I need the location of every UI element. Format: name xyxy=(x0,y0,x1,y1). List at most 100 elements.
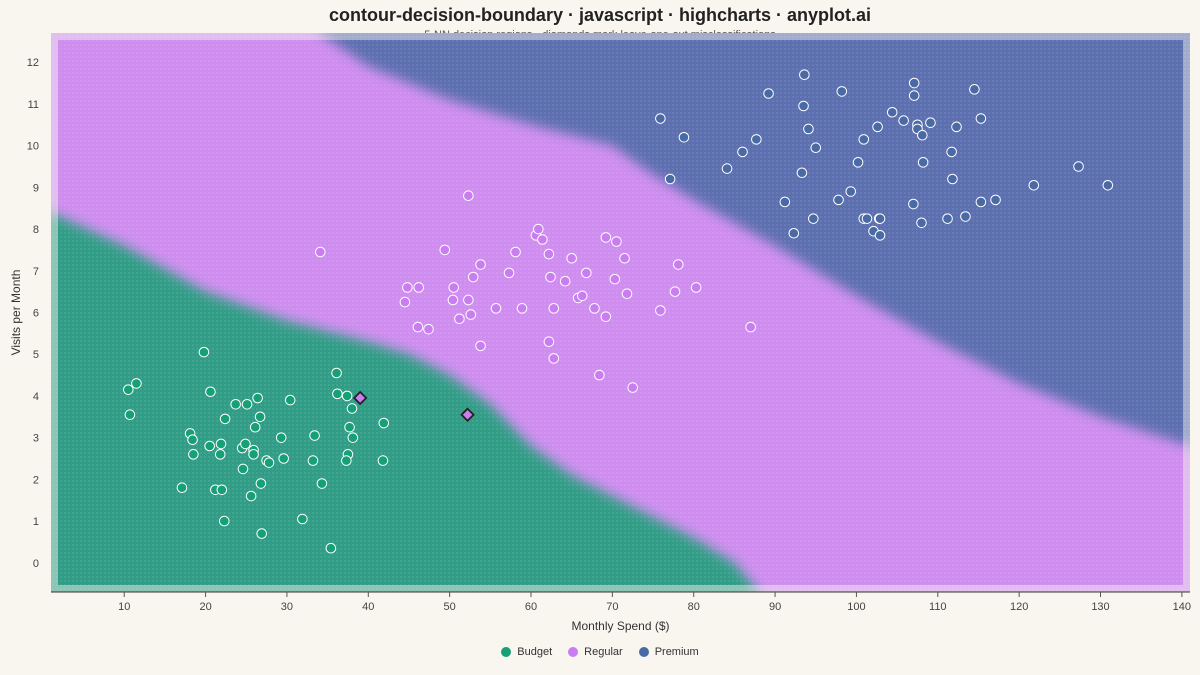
budget-point[interactable] xyxy=(131,378,142,389)
regular-point[interactable] xyxy=(548,353,560,364)
regular-point[interactable] xyxy=(672,259,684,270)
budget-point[interactable] xyxy=(341,455,352,466)
premium-point[interactable] xyxy=(845,186,857,197)
regular-point[interactable] xyxy=(589,303,600,314)
regular-point[interactable] xyxy=(745,321,756,333)
premium-point[interactable] xyxy=(925,117,936,128)
regular-point[interactable] xyxy=(627,382,639,393)
premium-point[interactable] xyxy=(942,213,953,224)
regular-point[interactable] xyxy=(655,305,666,316)
premium-point[interactable] xyxy=(908,198,919,210)
budget-point[interactable] xyxy=(252,392,263,404)
premium-point[interactable] xyxy=(975,196,987,208)
premium-point[interactable] xyxy=(861,213,873,224)
budget-point[interactable] xyxy=(237,463,249,475)
premium-point[interactable] xyxy=(737,146,748,158)
regular-point[interactable] xyxy=(537,234,548,245)
budget-point[interactable] xyxy=(215,438,227,450)
regular-point[interactable] xyxy=(621,288,633,300)
budget-point[interactable] xyxy=(263,457,275,468)
regular-point[interactable] xyxy=(463,190,474,201)
premium-point[interactable] xyxy=(788,227,800,239)
budget-point[interactable] xyxy=(124,409,136,421)
premium-point[interactable] xyxy=(1102,179,1114,191)
regular-point[interactable] xyxy=(448,282,460,293)
premium-point[interactable] xyxy=(763,88,774,99)
budget-point[interactable] xyxy=(307,455,319,466)
legend-item-budget[interactable]: Budget xyxy=(501,646,552,658)
regular-point[interactable] xyxy=(566,252,577,264)
budget-point[interactable] xyxy=(122,384,134,395)
premium-point[interactable] xyxy=(803,123,814,135)
budget-point[interactable] xyxy=(240,438,251,450)
regular-point[interactable] xyxy=(465,309,477,320)
legend-item-regular[interactable]: Regular xyxy=(568,646,623,658)
budget-point[interactable] xyxy=(297,513,308,525)
premium-point[interactable] xyxy=(951,121,962,133)
premium-point[interactable] xyxy=(917,129,928,141)
premium-point[interactable] xyxy=(1028,179,1040,191)
premium-point[interactable] xyxy=(796,167,808,179)
premium-point[interactable] xyxy=(836,86,848,97)
budget-point[interactable] xyxy=(198,346,210,358)
regular-point[interactable] xyxy=(516,303,528,314)
budget-point[interactable] xyxy=(254,411,266,423)
regular-point[interactable] xyxy=(510,246,521,258)
regular-point[interactable] xyxy=(447,294,459,306)
budget-point[interactable] xyxy=(205,386,216,398)
regular-point[interactable] xyxy=(402,282,413,293)
premium-point[interactable] xyxy=(898,115,909,126)
premium-point[interactable] xyxy=(721,163,733,174)
premium-point[interactable] xyxy=(810,142,822,154)
regular-point[interactable] xyxy=(609,273,621,285)
premium-point[interactable] xyxy=(947,173,958,185)
regular-point[interactable] xyxy=(548,303,560,314)
premium-point[interactable] xyxy=(655,113,666,124)
premium-point[interactable] xyxy=(969,84,980,95)
regular-point[interactable] xyxy=(690,282,702,293)
premium-point[interactable] xyxy=(946,146,957,158)
regular-point[interactable] xyxy=(600,311,612,322)
budget-point[interactable] xyxy=(284,394,296,406)
regular-point[interactable] xyxy=(475,259,486,270)
regular-point[interactable] xyxy=(559,275,571,287)
budget-point[interactable] xyxy=(278,453,289,464)
premium-point[interactable] xyxy=(872,121,883,133)
premium-point[interactable] xyxy=(664,173,676,185)
legend-item-premium[interactable]: Premium xyxy=(638,646,699,658)
regular-point[interactable] xyxy=(423,323,434,335)
budget-point[interactable] xyxy=(332,388,343,400)
regular-point[interactable] xyxy=(475,340,486,352)
budget-point[interactable] xyxy=(245,490,257,502)
premium-point[interactable] xyxy=(799,69,810,81)
regular-point[interactable] xyxy=(503,267,515,279)
premium-point[interactable] xyxy=(874,213,886,224)
regular-point[interactable] xyxy=(669,286,681,297)
regular-point[interactable] xyxy=(412,321,424,333)
premium-point[interactable] xyxy=(874,230,886,241)
budget-point[interactable] xyxy=(344,421,355,433)
budget-point[interactable] xyxy=(216,484,228,496)
premium-point[interactable] xyxy=(917,157,929,168)
regular-point[interactable] xyxy=(413,282,425,293)
premium-point[interactable] xyxy=(798,100,809,112)
premium-point[interactable] xyxy=(886,106,898,118)
premium-point[interactable] xyxy=(1073,161,1084,172)
budget-point[interactable] xyxy=(219,413,231,425)
premium-point[interactable] xyxy=(751,134,762,145)
budget-point[interactable] xyxy=(378,417,390,429)
misclassified-point[interactable] xyxy=(352,390,368,406)
regular-point[interactable] xyxy=(490,303,502,314)
budget-point[interactable] xyxy=(188,449,199,460)
regular-point[interactable] xyxy=(314,246,326,258)
premium-point[interactable] xyxy=(916,217,927,229)
budget-point[interactable] xyxy=(346,403,358,414)
regular-point[interactable] xyxy=(611,236,622,247)
regular-point[interactable] xyxy=(619,252,630,264)
budget-point[interactable] xyxy=(176,482,188,494)
premium-point[interactable] xyxy=(808,213,819,224)
budget-point[interactable] xyxy=(187,434,198,446)
premium-point[interactable] xyxy=(779,196,791,208)
budget-point[interactable] xyxy=(275,432,287,443)
budget-point[interactable] xyxy=(249,421,261,433)
